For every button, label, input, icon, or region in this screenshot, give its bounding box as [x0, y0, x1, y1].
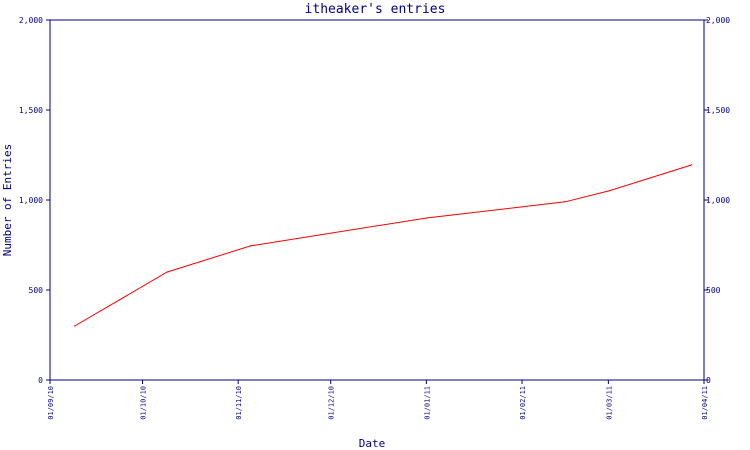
y-tick-label-right: 500 — [706, 286, 721, 295]
series-line — [74, 164, 692, 327]
x-tick-label: 01/01/11 — [423, 386, 431, 420]
x-axis-label: Date — [359, 437, 386, 450]
y-tick-label-left: 1,500 — [19, 106, 43, 115]
data-point — [691, 164, 693, 166]
y-tick-label-right: 1,500 — [706, 106, 730, 115]
x-tick-label: 01/02/11 — [519, 386, 527, 420]
y-tick-label-left: 1,000 — [19, 196, 43, 205]
y-tick-label-left: 2,000 — [19, 16, 43, 25]
y-axis-left: 0 500 1,000 1,500 2,000 — [19, 16, 50, 385]
x-tick-label: 01/10/10 — [140, 386, 148, 420]
y-tick-label-right: 2,000 — [706, 16, 730, 25]
y-axis-right: 0 500 1,000 1,500 2,000 — [704, 16, 730, 385]
x-tick-label: 01/09/10 — [47, 386, 55, 420]
series-layer — [74, 164, 693, 327]
y-tick-label-right: 1,000 — [706, 196, 730, 205]
y-tick-label-left: 0 — [38, 376, 43, 385]
data-point — [166, 271, 168, 273]
y-tick-label-right: 0 — [706, 376, 711, 385]
data-point — [249, 245, 252, 247]
x-tick-label: 01/04/11 — [701, 386, 709, 420]
data-point — [607, 190, 609, 192]
x-tick-label: 01/11/10 — [235, 386, 243, 420]
data-point — [74, 325, 76, 327]
plot-axes — [49, 19, 705, 381]
y-axis-label: Number of Entries — [1, 144, 14, 257]
data-point — [425, 217, 427, 219]
x-tick-label: 01/12/10 — [328, 386, 336, 420]
data-point — [564, 201, 566, 203]
y-tick-label-left: 500 — [29, 286, 44, 295]
chart-title: itheaker's entries — [305, 2, 446, 17]
x-tick-label: 01/03/11 — [605, 386, 613, 420]
plot-frame — [49, 19, 705, 381]
x-axis: 01/09/10 01/10/10 01/11/10 01/12/10 01/01/11… — [47, 380, 709, 420]
